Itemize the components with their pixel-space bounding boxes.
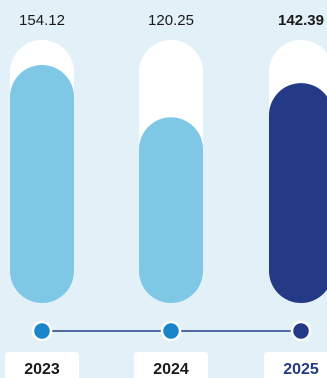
year-pill-2023 <box>5 352 79 378</box>
year-labels: 2023 2024 2025 <box>5 352 327 378</box>
value-label-2023: 154.12 <box>19 12 65 29</box>
timeline-dot-2025 <box>290 320 312 342</box>
year-label-2025: 2025 <box>283 361 319 378</box>
timeline-dot-2024 <box>160 320 182 342</box>
year-label-2024: 2024 <box>153 361 189 378</box>
value-label-2024: 120.25 <box>148 12 194 29</box>
bar-2024 <box>139 117 203 303</box>
value-label-2025: 142.39 <box>278 12 324 29</box>
bars <box>10 65 327 303</box>
value-labels: 154.12 120.25 142.39 <box>19 12 324 29</box>
year-pill-2024 <box>134 352 208 378</box>
year-label-2023: 2023 <box>24 361 60 378</box>
bar-2023 <box>10 65 74 303</box>
timeline <box>31 320 312 342</box>
timeline-dot-2023 <box>31 320 53 342</box>
year-pill-2025 <box>264 352 327 378</box>
bar-2025 <box>269 83 327 303</box>
